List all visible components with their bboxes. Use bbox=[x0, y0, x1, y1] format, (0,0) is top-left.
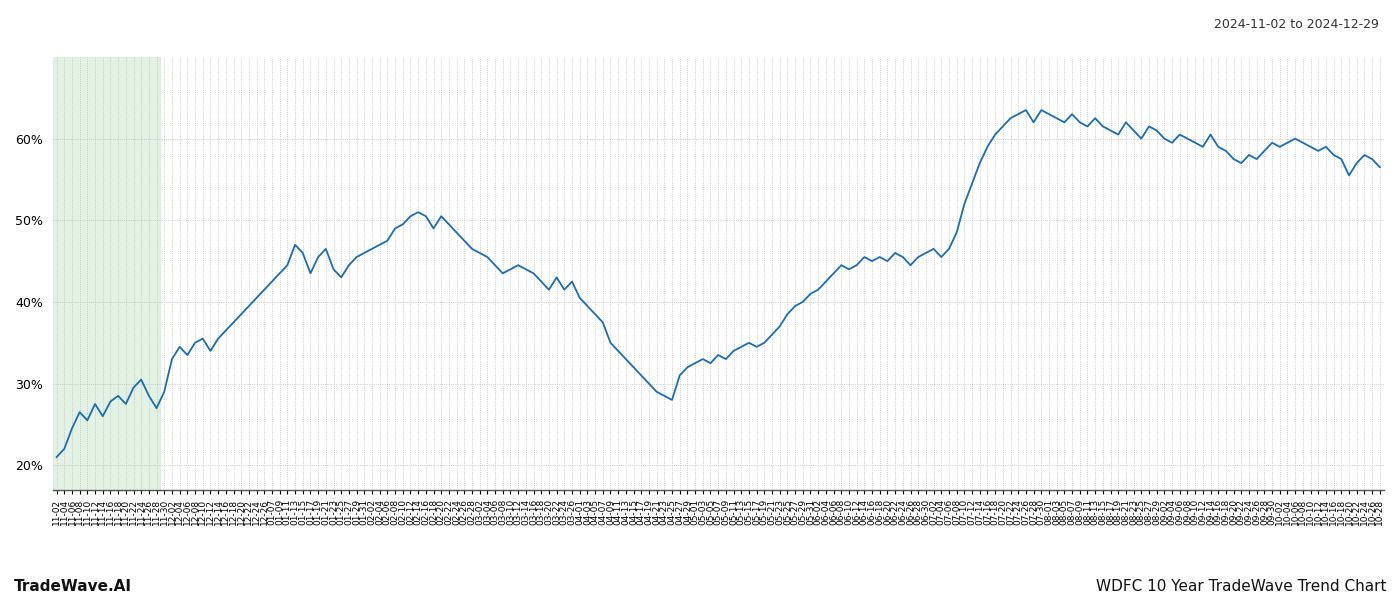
Bar bbox=[53, 57, 161, 490]
Text: WDFC 10 Year TradeWave Trend Chart: WDFC 10 Year TradeWave Trend Chart bbox=[1095, 579, 1386, 594]
Text: 2024-11-02 to 2024-12-29: 2024-11-02 to 2024-12-29 bbox=[1214, 18, 1379, 31]
Text: TradeWave.AI: TradeWave.AI bbox=[14, 579, 132, 594]
